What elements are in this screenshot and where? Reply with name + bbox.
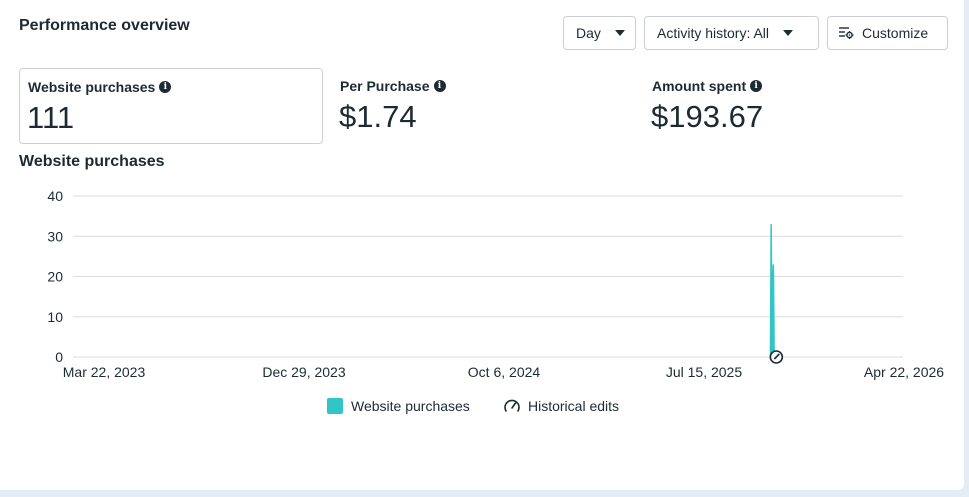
y-tick-label: 0: [55, 349, 63, 365]
caret-down-icon: [614, 30, 625, 36]
caret-down-icon: [783, 30, 794, 36]
gauge-edit-icon: [504, 399, 520, 412]
y-tick-label: 20: [47, 269, 63, 285]
metric-value: 111: [27, 100, 75, 135]
customize-label: Customize: [862, 25, 929, 41]
metric-label: Per Purchase: [340, 78, 430, 94]
y-tick-label: 40: [47, 188, 63, 204]
metric-value: $193.67: [651, 99, 764, 134]
chart-legend: Website purchases Historical edits: [0, 398, 969, 420]
metric-label-row: Website purchases i: [28, 79, 172, 95]
chart-title: Website purchases: [19, 153, 165, 170]
sliders-gear-icon: [839, 27, 854, 39]
x-tick-label: Jul 15, 2025: [666, 364, 742, 380]
info-icon[interactable]: i: [159, 81, 172, 93]
day-dropdown-label: Day: [576, 25, 601, 41]
x-tick-label: Apr 22, 2026: [864, 364, 944, 380]
legend-label: Historical edits: [528, 398, 620, 414]
info-icon[interactable]: i: [433, 80, 446, 92]
legend-label: Website purchases: [351, 398, 470, 414]
series-area-website-purchases: [769, 224, 776, 358]
day-dropdown[interactable]: Day: [563, 16, 636, 50]
legend-item-historical-edits[interactable]: Historical edits: [503, 398, 619, 414]
x-tick-label: Oct 6, 2024: [468, 364, 541, 380]
activity-history-dropdown[interactable]: Activity history: All: [644, 16, 819, 50]
legend-item-website-purchases[interactable]: Website purchases: [327, 398, 470, 414]
page-title: Performance overview: [19, 17, 190, 34]
x-tick-label: Mar 22, 2023: [63, 364, 146, 380]
metric-label: Amount spent: [652, 78, 747, 94]
y-tick-label: 10: [47, 309, 63, 325]
y-tick-label: 30: [47, 228, 63, 244]
activity-history-label: Activity history: All: [657, 25, 770, 41]
x-tick-label: Dec 29, 2023: [262, 364, 345, 380]
series-swatch: [327, 398, 343, 414]
metric-label: Website purchases: [28, 79, 156, 95]
metric-value: $1.74: [339, 99, 417, 134]
historical-edit-marker-needle: [773, 353, 780, 360]
metric-website-purchases[interactable]: Website purchases i 111: [19, 68, 323, 144]
website-purchases-chart: 0 10 20 30 40 Mar 22, 2023 Dec 29, 2023 Oct 6, …: [47, 188, 944, 380]
metric-label-row: Amount spent i: [652, 78, 763, 94]
metric-amount-spent[interactable]: Amount spent i $193.67: [644, 68, 944, 144]
metric-per-purchase[interactable]: Per Purchase i $1.74: [332, 68, 632, 144]
info-icon[interactable]: i: [750, 80, 763, 92]
customize-button[interactable]: Customize: [827, 16, 948, 50]
metric-label-row: Per Purchase i: [340, 78, 446, 94]
